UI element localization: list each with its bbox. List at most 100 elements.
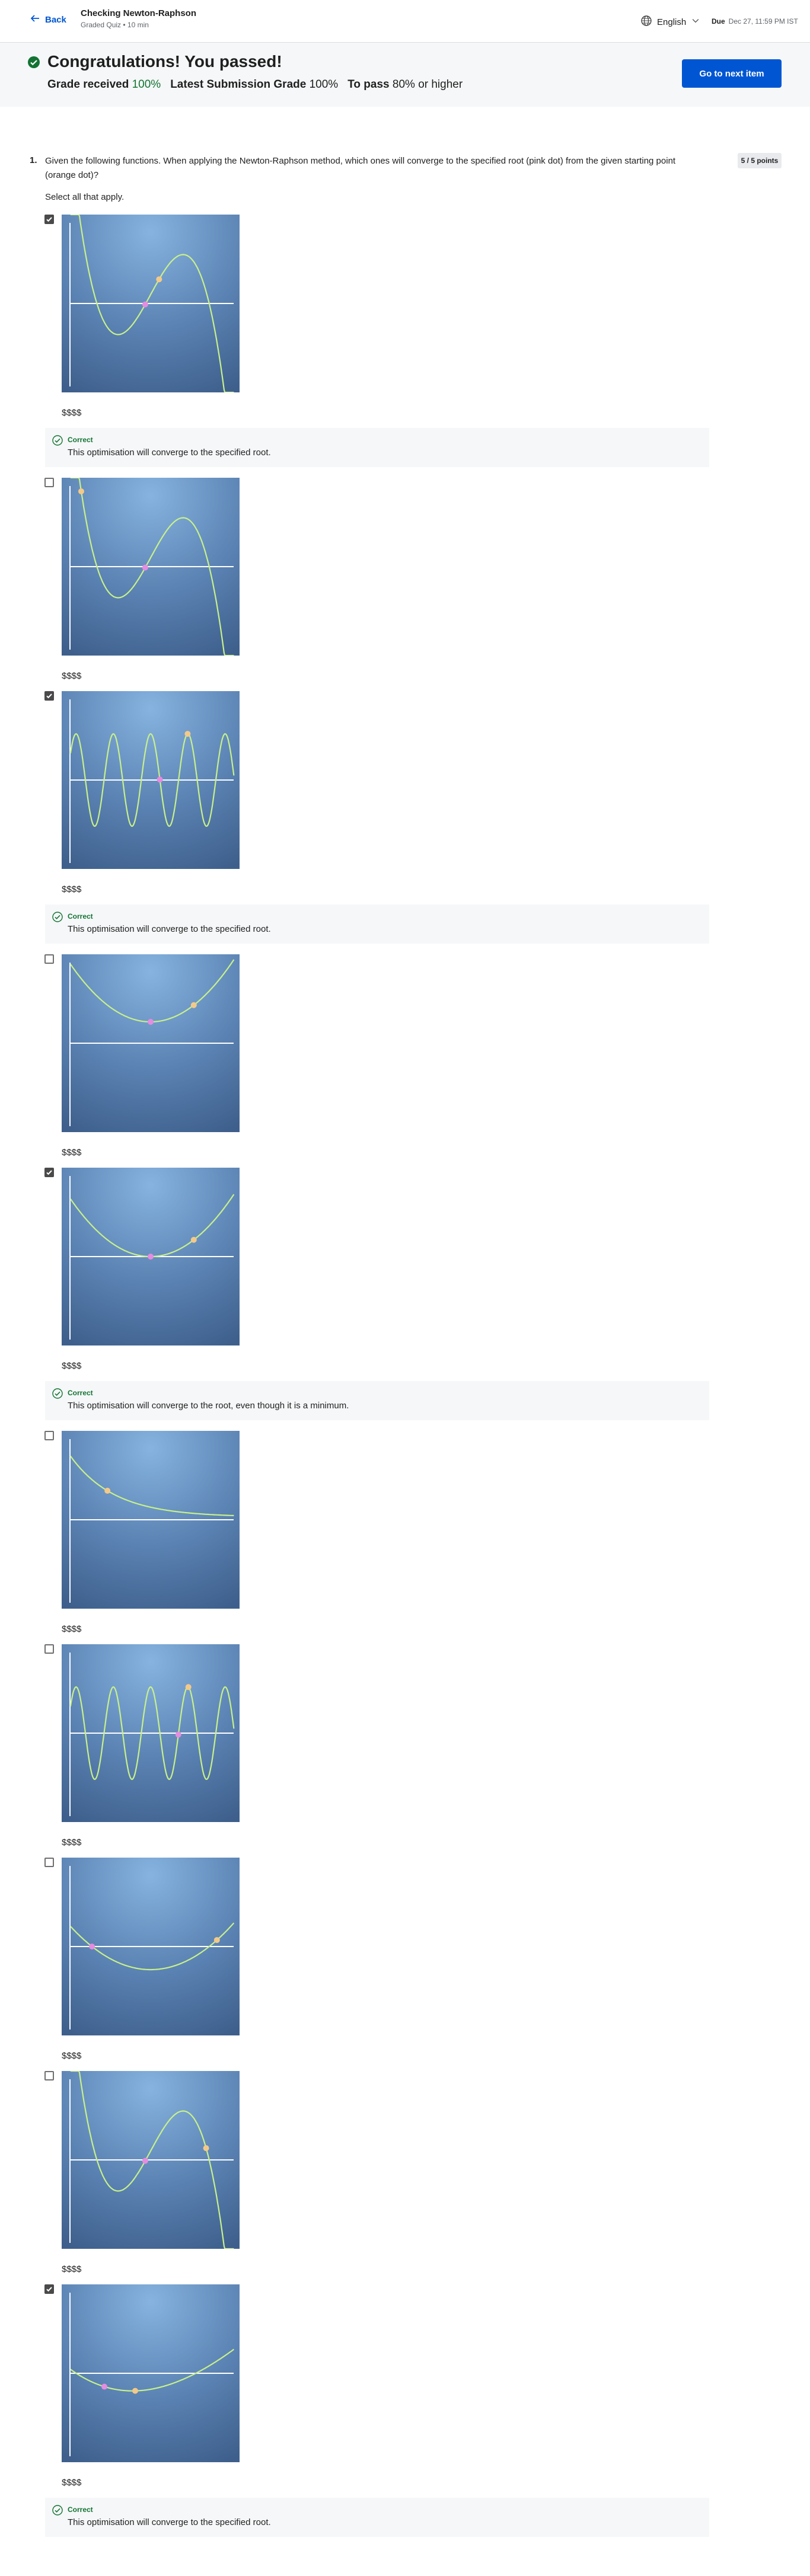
root-dot: [142, 564, 148, 571]
back-label: Back: [45, 14, 66, 25]
option-checkbox[interactable]: [44, 2071, 54, 2080]
pass-value: 80% or higher: [392, 78, 463, 91]
start-dot: [190, 1236, 197, 1243]
function-curve: [69, 1455, 234, 1517]
function-plot-image: [62, 1644, 240, 1822]
root-dot: [175, 1731, 181, 1738]
breadcrumb: Checking Newton-Raphson Graded Quiz • 10…: [81, 8, 196, 29]
root-dot: [142, 301, 148, 308]
feedback-box: Correct This optimisation will converge t…: [45, 2498, 709, 2537]
start-dot: [184, 731, 191, 737]
feedback-status: Correct: [68, 1389, 93, 1397]
start-dot: [203, 2145, 209, 2152]
option-label: $$$$: [62, 1624, 82, 1634]
feedback-message: This optimisation will converge to the s…: [68, 924, 271, 934]
root-dot: [157, 776, 163, 783]
function-curve: [70, 2348, 235, 2392]
check-circle-icon: [27, 56, 40, 72]
function-plot-image: [62, 215, 240, 392]
option-label: $$$$: [62, 2478, 82, 2488]
chevron-down-icon: [691, 16, 700, 28]
function-plot-image: [62, 478, 240, 656]
option-label: $$$$: [62, 671, 82, 681]
feedback-box: Correct This optimisation will converge t…: [45, 905, 709, 944]
option-label: $$$$: [62, 2264, 82, 2274]
option-label: $$$$: [62, 1361, 82, 1371]
function-curve: [69, 733, 235, 827]
function-plot-image: [62, 2284, 240, 2462]
feedback-status: Correct: [68, 436, 93, 444]
due-date: Due Dec 27, 11:59 PM IST: [712, 17, 798, 25]
option-label: $$$$: [62, 1148, 82, 1158]
due-label: Due: [712, 17, 725, 25]
feedback-status: Correct: [68, 912, 93, 921]
next-item-button[interactable]: Go to next item: [682, 59, 782, 88]
question-instruction: Select all that apply.: [45, 192, 125, 202]
option-label: $$$$: [62, 884, 82, 894]
root-dot: [148, 1254, 154, 1260]
pass-label: To pass: [347, 78, 390, 91]
points-badge: 5 / 5 points: [738, 153, 782, 168]
question-text: Given the following functions. When appl…: [45, 156, 676, 180]
start-dot: [190, 1002, 197, 1008]
feedback-message: This optimisation will converge to the s…: [68, 2517, 271, 2527]
function-plot-image: [62, 954, 240, 1132]
feedback-message: This optimisation will converge to the r…: [68, 1401, 349, 1411]
option-checkbox[interactable]: [44, 2284, 54, 2294]
start-dot: [185, 1684, 192, 1690]
root-dot: [142, 2158, 148, 2164]
option-checkbox[interactable]: [44, 478, 54, 487]
check-circle-outline-icon: [52, 435, 63, 449]
result-banner: [0, 43, 810, 107]
page-title: Checking Newton-Raphson: [81, 8, 197, 18]
start-dot: [213, 1937, 220, 1944]
check-circle-outline-icon: [52, 2505, 63, 2519]
function-curve: [70, 215, 234, 392]
arrow-left-icon: [30, 13, 40, 26]
banner-title: Congratulations! You passed!: [47, 52, 282, 71]
due-value: Dec 27, 11:59 PM IST: [728, 17, 798, 25]
grade-summary: Grade received 100% Latest Submission Gr…: [47, 78, 463, 91]
function-plot-image: [62, 1168, 240, 1345]
function-plot-image: [62, 691, 240, 869]
start-dot: [104, 1488, 111, 1494]
option-label: $$$$: [62, 408, 82, 418]
option-checkbox[interactable]: [44, 1431, 54, 1440]
question-number: 1.: [30, 155, 37, 165]
option-label: $$$$: [62, 2051, 82, 2061]
language-label: English: [657, 17, 687, 27]
option-label: $$$$: [62, 1837, 82, 1848]
function-curve: [69, 1686, 235, 1781]
root-dot: [148, 1019, 154, 1025]
function-plot-image: [62, 1858, 240, 2035]
check-circle-outline-icon: [52, 1388, 63, 1402]
feedback-box: Correct This optimisation will converge t…: [45, 428, 709, 467]
function-curve: [69, 1922, 235, 1971]
language-selector[interactable]: English: [640, 15, 700, 29]
feedback-status: Correct: [68, 2505, 93, 2514]
root-dot: [89, 1944, 95, 1950]
option-checkbox[interactable]: [44, 215, 54, 224]
root-dot: [101, 2383, 107, 2390]
globe-icon: [640, 15, 652, 29]
grade-value: 100%: [132, 78, 161, 91]
back-button[interactable]: Back: [30, 13, 66, 26]
option-checkbox[interactable]: [44, 1858, 54, 1867]
option-checkbox[interactable]: [44, 691, 54, 701]
start-dot: [78, 488, 84, 494]
check-circle-outline-icon: [52, 912, 63, 925]
option-checkbox[interactable]: [44, 1644, 54, 1654]
function-plot-image: [62, 2071, 240, 2249]
function-plot-image: [62, 1431, 240, 1609]
start-dot: [156, 276, 162, 283]
feedback-box: Correct This optimisation will converge t…: [45, 1381, 709, 1420]
top-bar: Back Checking Newton-Raphson Graded Quiz…: [0, 0, 810, 43]
grade-label: Grade received: [47, 78, 129, 91]
latest-grade-label: Latest Submission Grade: [170, 78, 307, 91]
latest-grade-value: 100%: [309, 78, 339, 91]
page-subtitle: Graded Quiz • 10 min: [81, 21, 149, 29]
function-curve: [70, 478, 234, 656]
option-checkbox[interactable]: [44, 1168, 54, 1177]
option-checkbox[interactable]: [44, 954, 54, 964]
feedback-message: This optimisation will converge to the s…: [68, 448, 271, 458]
